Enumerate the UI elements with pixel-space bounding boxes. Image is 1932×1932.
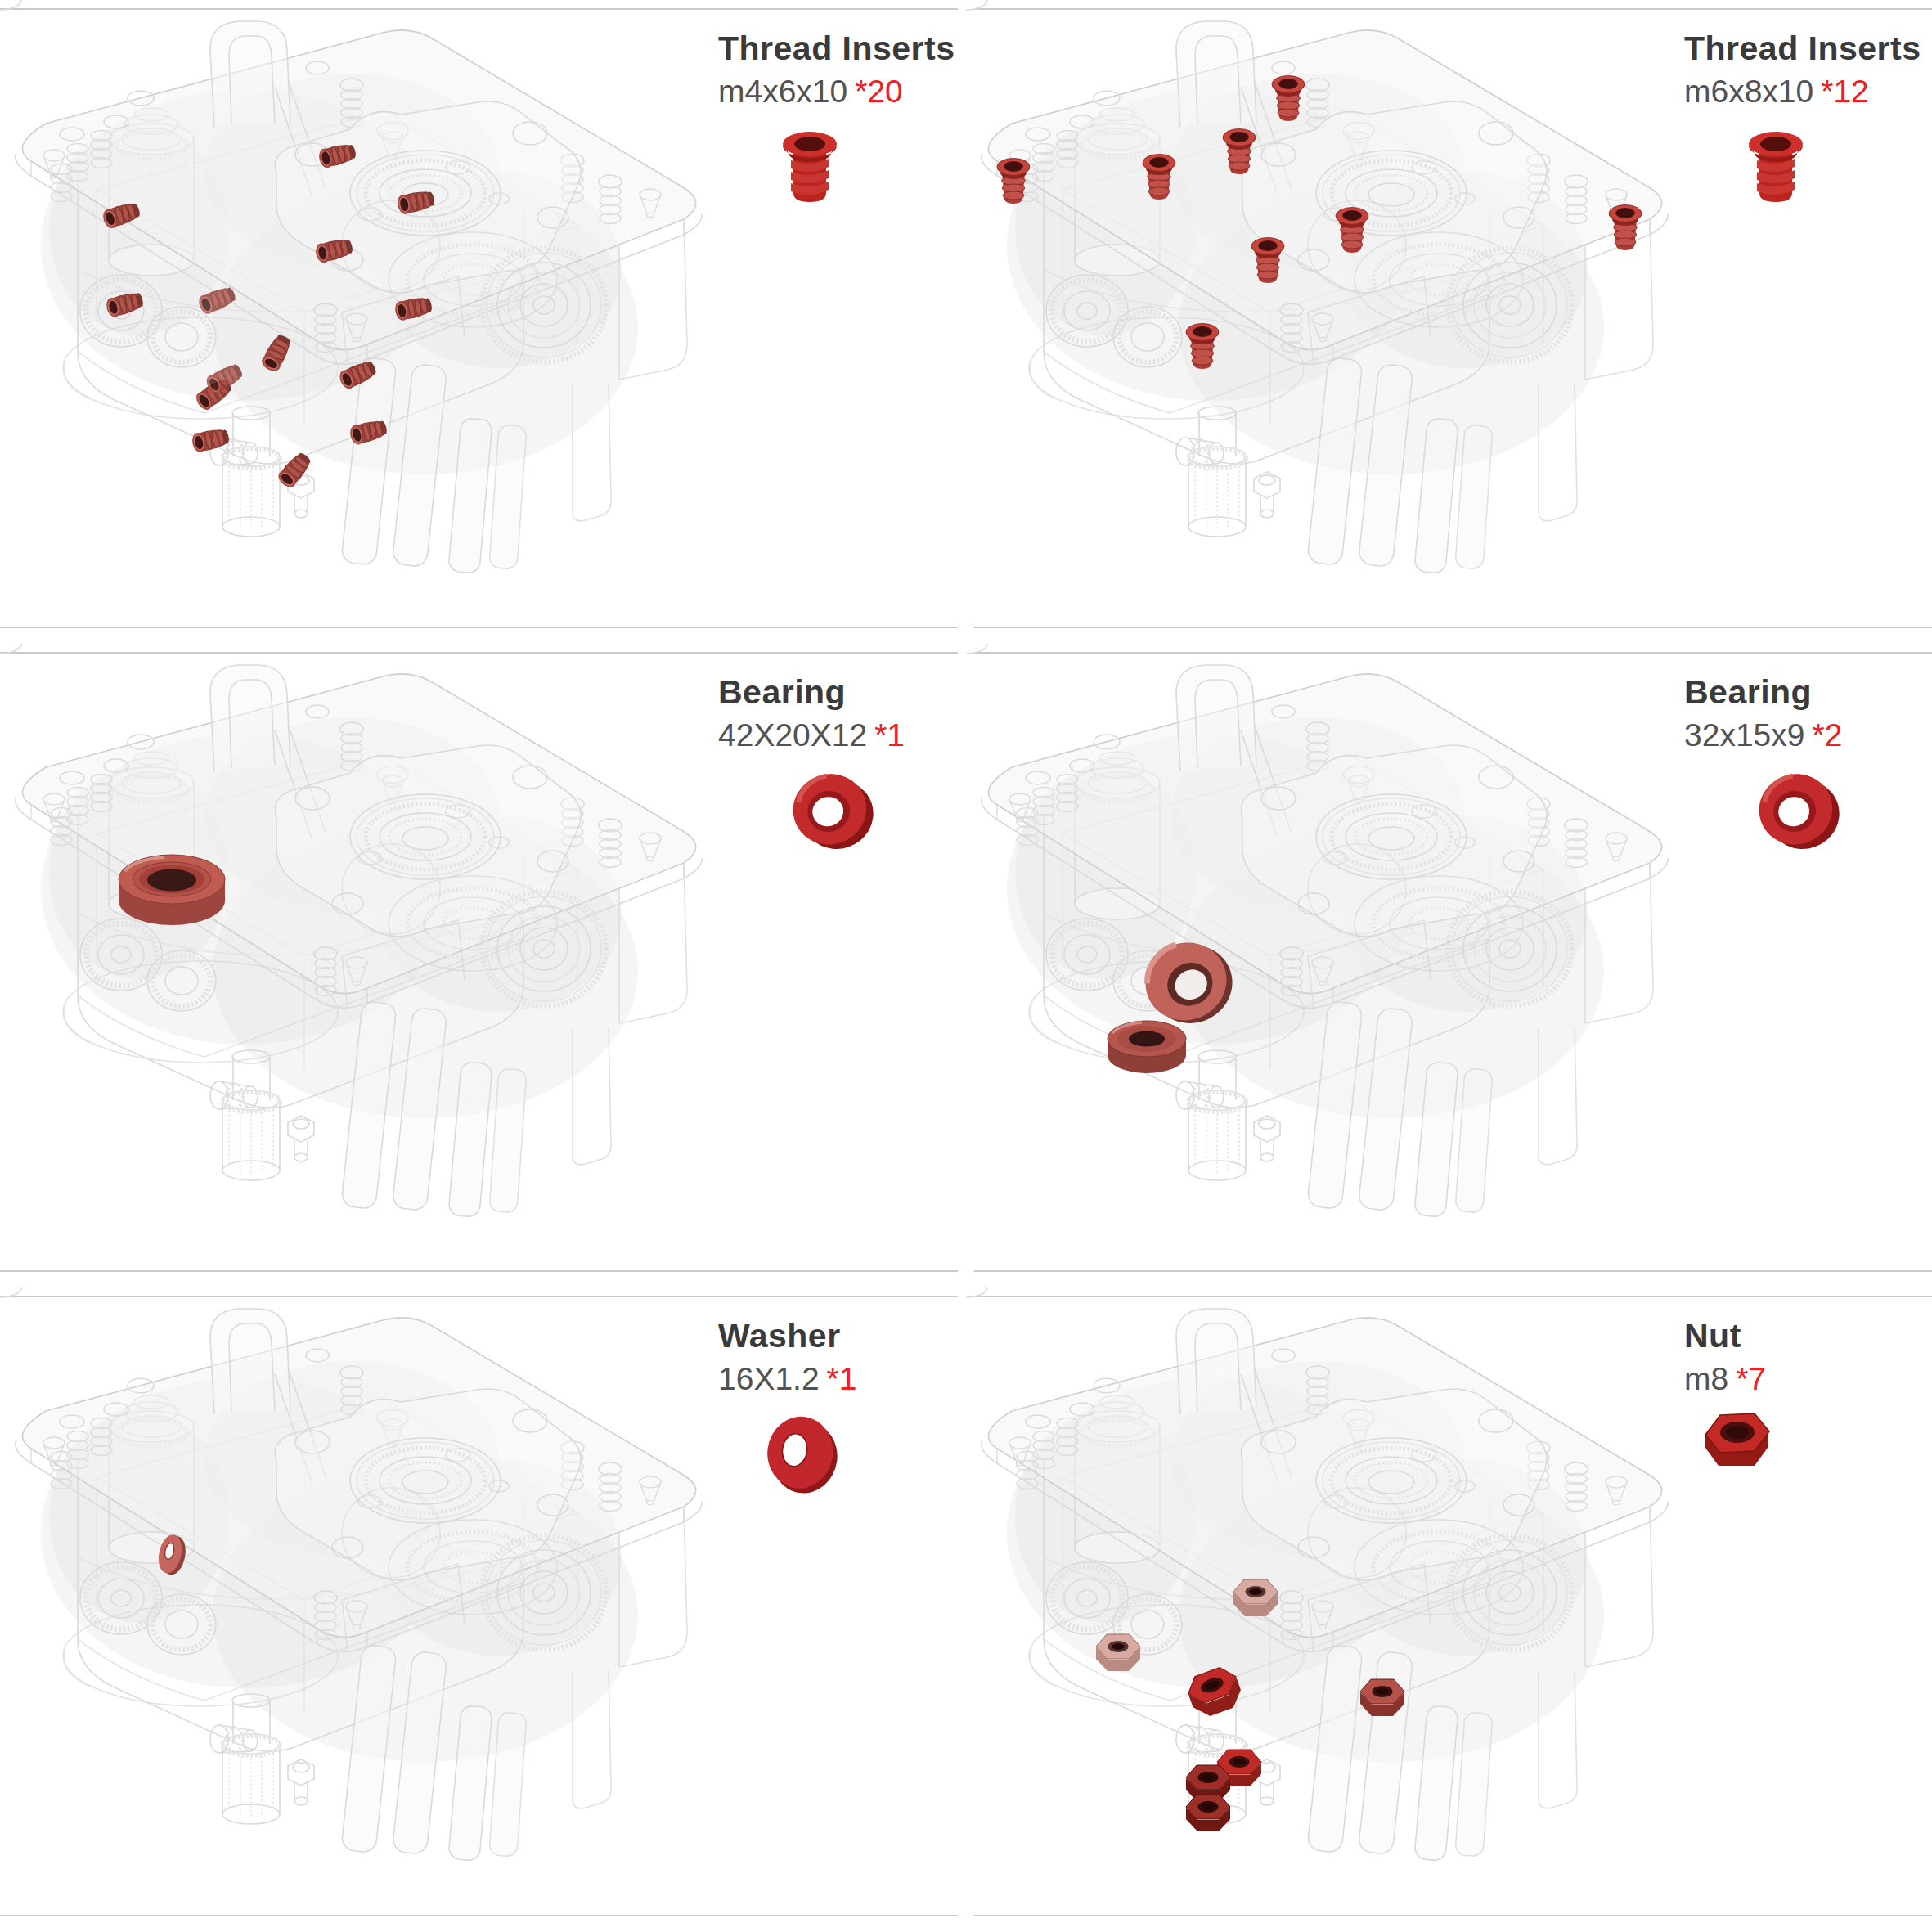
part-label: Washer 16X1.2*1 (718, 1317, 966, 1397)
part-size: m6x8x10 (1684, 74, 1813, 109)
part-title: Bearing (1684, 673, 1932, 712)
part-label: Thread Inserts m6x8x10*12 (1684, 29, 1932, 110)
part-title: Thread Inserts (718, 29, 966, 68)
part-count: *12 (1821, 74, 1869, 109)
bearing-icon (790, 768, 872, 858)
panel-thread-inserts-m6: Thread Inserts m6x8x10*12 (966, 0, 1932, 644)
thread-insert-icon (1735, 121, 1817, 211)
part-label: Thread Inserts m4x6x10*20 (718, 29, 966, 110)
divider (0, 627, 958, 628)
panel-bearing-42: Bearing 42X20X12*1 (0, 644, 966, 1287)
divider (0, 1270, 958, 1272)
part-count: *1 (827, 1361, 857, 1396)
thread-insert-icon (769, 121, 851, 211)
divider (974, 1915, 1932, 1916)
panel-bearing-32: Bearing 32x15x9*2 (966, 644, 1932, 1287)
part-size: m4x6x10 (718, 74, 847, 109)
washer-icon (761, 1412, 842, 1502)
panel-thread-inserts-m4: Thread Inserts m4x6x10*20 (0, 0, 966, 644)
part-label: Nut m8*7 (1684, 1317, 1932, 1397)
part-label: Bearing 42X20X12*1 (718, 673, 966, 753)
part-size: 32x15x9 (1684, 717, 1804, 753)
part-count: *1 (874, 717, 905, 753)
part-size: m8 (1684, 1361, 1728, 1396)
part-label: Bearing 32x15x9*2 (1684, 673, 1932, 753)
part-count: *20 (855, 74, 903, 109)
nut-icon (1697, 1404, 1779, 1494)
bearing-icon (1756, 768, 1838, 858)
part-size: 42X20X12 (718, 717, 867, 753)
part-count: *7 (1736, 1361, 1766, 1396)
part-title: Thread Inserts (1684, 29, 1932, 68)
part-size: 16X1.2 (718, 1361, 820, 1396)
divider (0, 1915, 958, 1916)
parts-grid: Thread Inserts m4x6x10*20 Thread Inserts… (0, 0, 1932, 1932)
part-count: *2 (1812, 717, 1842, 753)
divider (974, 1270, 1932, 1272)
part-title: Nut (1684, 1317, 1932, 1355)
part-title: Washer (718, 1317, 966, 1355)
panel-nut: Nut m8*7 (966, 1287, 1932, 1932)
panel-washer: Washer 16X1.2*1 (0, 1287, 966, 1932)
part-title: Bearing (718, 673, 966, 712)
divider (974, 627, 1932, 628)
